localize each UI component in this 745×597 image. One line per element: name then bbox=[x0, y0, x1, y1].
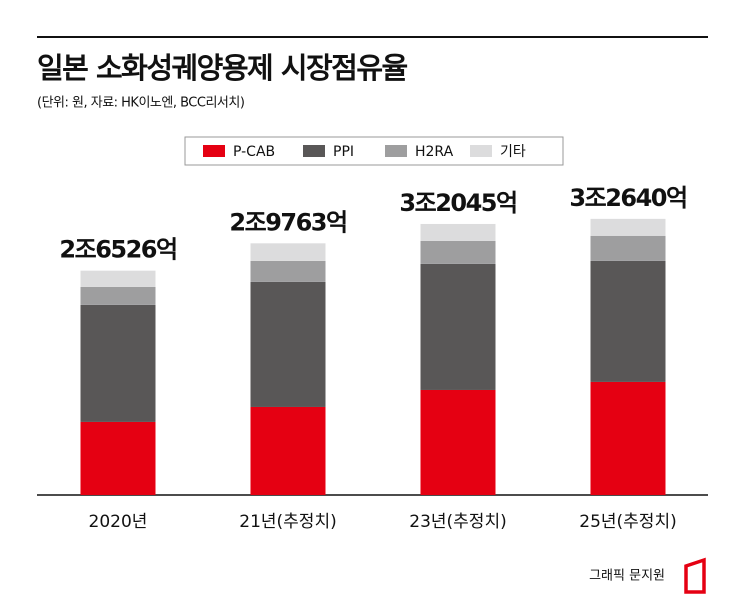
total-label: 2조9763억 bbox=[229, 208, 346, 236]
bar-segment bbox=[420, 240, 496, 264]
bar-segment bbox=[250, 281, 326, 407]
bar-segment bbox=[250, 243, 326, 261]
bar-segment bbox=[590, 260, 666, 382]
bar-segment bbox=[80, 286, 156, 305]
bar-segment bbox=[250, 406, 326, 495]
bar-segment bbox=[420, 389, 496, 495]
bar-segment bbox=[80, 421, 156, 495]
bar-segment bbox=[80, 270, 156, 287]
legend-label: PPI bbox=[333, 144, 354, 160]
bar-segment bbox=[250, 260, 326, 282]
legend-label: H2RA bbox=[415, 144, 454, 160]
total-label: 3조2045억 bbox=[399, 189, 516, 217]
bar-segment bbox=[80, 304, 156, 422]
bar-segment bbox=[590, 235, 666, 261]
x-tick-label: 2020년 bbox=[89, 512, 148, 532]
logo bbox=[684, 557, 706, 594]
legend-label: P-CAB bbox=[233, 144, 275, 160]
bar-segment bbox=[590, 218, 666, 236]
x-tick-label: 21년(추정치) bbox=[239, 512, 336, 532]
x-tick-label: 25년(추정치) bbox=[579, 512, 676, 532]
bar-segment bbox=[420, 223, 496, 241]
legend-swatch bbox=[203, 145, 225, 157]
legend-swatch bbox=[385, 145, 407, 157]
legend-box bbox=[184, 136, 564, 166]
legend-swatch bbox=[470, 145, 492, 157]
chart-subtitle: (단위: 원, 자료: HK이노엔, BCC리서치) bbox=[37, 96, 244, 111]
credit: 그래픽 문지원 bbox=[589, 569, 665, 584]
total-label: 2조6526억 bbox=[59, 236, 176, 264]
legend-swatch bbox=[303, 145, 325, 157]
bar-segment bbox=[590, 381, 666, 495]
chart-title: 일본 소화성궤양용제 시장점유율 bbox=[37, 51, 408, 85]
total-label: 3조2640억 bbox=[569, 184, 686, 212]
legend-label: 기타 bbox=[500, 144, 526, 160]
bar-segment bbox=[420, 263, 496, 390]
x-tick-label: 23년(추정치) bbox=[409, 512, 506, 532]
